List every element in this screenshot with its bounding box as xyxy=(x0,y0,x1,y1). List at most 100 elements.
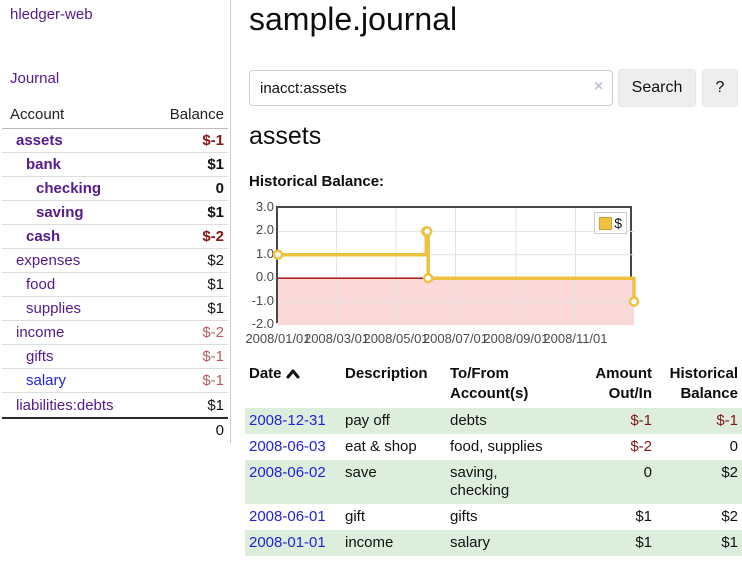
sort-ascending-icon xyxy=(286,365,300,385)
transaction-date-link[interactable]: 2008-06-01 xyxy=(249,508,326,525)
transaction-date-link[interactable]: 2008-06-03 xyxy=(249,438,326,455)
account-balance: $1 xyxy=(207,156,224,173)
accounts-total-value: 0 xyxy=(215,421,224,439)
transaction-description-cell: eat & shop xyxy=(345,438,417,455)
account-balance: $-1 xyxy=(202,132,224,149)
transaction-date-cell: 2008-01-01 xyxy=(245,530,341,556)
transaction-date-cell: 2008-06-01 xyxy=(245,504,341,530)
account-balance: $-1 xyxy=(202,372,224,389)
transaction-date-cell: 2008-06-02 xyxy=(245,460,341,504)
account-link[interactable]: liabilities:debts xyxy=(16,396,114,414)
account-link[interactable]: assets xyxy=(16,132,63,149)
account-row-liabilities-debts: liabilities:debts $1 xyxy=(2,393,228,417)
x-axis-label: 2008/05/01 xyxy=(363,331,429,346)
transaction-amount-cell: 0 xyxy=(643,464,652,481)
transaction-row: 2008-06-01 gift gifts $1 $2 xyxy=(245,504,742,530)
account-row-assets: assets $-1 xyxy=(2,129,228,153)
transaction-amount-cell: $1 xyxy=(635,508,652,525)
x-axis-label: 2008/01/01 xyxy=(245,331,311,346)
x-axis-label: 2008/11/01 xyxy=(543,331,608,346)
account-link[interactable]: income xyxy=(16,324,65,341)
accounts-total-row: 0 xyxy=(2,417,228,441)
accounts-table-header: Account Balance xyxy=(2,103,228,129)
chart-title: Historical Balance: xyxy=(249,173,385,190)
series-swatch-icon xyxy=(599,216,613,230)
account-heading: assets xyxy=(249,122,322,150)
transaction-date-link[interactable]: 2008-12-31 xyxy=(249,412,326,429)
account-link[interactable]: checking xyxy=(36,180,102,197)
transaction-description-cell: save xyxy=(345,464,377,481)
transaction-accounts-cell: gifts xyxy=(450,508,478,525)
account-link[interactable]: expenses xyxy=(16,252,81,269)
transaction-row: 2008-06-03 eat & shop food, supplies $-2 0 xyxy=(245,434,742,460)
balance-column-header: Balance xyxy=(169,106,224,123)
x-axis-label: 2008/07/01 xyxy=(422,331,489,346)
sidebar-item-journal[interactable]: Journal xyxy=(10,70,60,87)
account-link[interactable]: gifts xyxy=(26,348,54,365)
account-link[interactable]: food xyxy=(26,276,56,293)
account-row-food: food $1 xyxy=(2,273,228,297)
account-row-gifts: gifts $-1 xyxy=(2,345,228,369)
account-balance: $2 xyxy=(207,252,224,269)
transaction-balance-cell: $1 xyxy=(721,534,738,551)
account-row-income: income $-2 xyxy=(2,321,228,345)
account-row-saving: saving $1 xyxy=(2,201,228,225)
account-link[interactable]: bank xyxy=(26,156,62,173)
y-axis-label: 2.0 xyxy=(255,222,274,238)
y-axis-label: 1.0 xyxy=(255,245,274,261)
accounts-column-header: To/From Account(s) xyxy=(450,365,529,402)
accounts-rows: assets $-1 bank $1 checking 0 saving $1 cash $-2 e… xyxy=(2,129,228,417)
transaction-row: 2008-01-01 income salary $1 $1 xyxy=(245,530,742,556)
transaction-amount-cell: $-2 xyxy=(630,438,652,455)
account-balance: 0 xyxy=(215,180,224,197)
transaction-date-cell: 2008-12-31 xyxy=(245,408,341,434)
accounts-table: Account Balance assets $-1 bank $1 checking 0… xyxy=(2,103,228,441)
help-button[interactable]: ? xyxy=(702,69,738,107)
legend-label: $ xyxy=(614,215,622,231)
transaction-accounts-cell: debts xyxy=(450,412,487,429)
x-axis-label: 2008/09/01 xyxy=(483,331,549,346)
account-row-checking: checking 0 xyxy=(2,177,228,201)
account-link[interactable]: salary xyxy=(26,372,67,389)
y-axis-label: 0.0 xyxy=(255,269,274,285)
transaction-balance-cell: 0 xyxy=(729,438,738,455)
transaction-amount-cell: $-1 xyxy=(630,412,652,429)
date-column-header[interactable]: Date xyxy=(245,362,341,408)
search-button[interactable]: Search xyxy=(618,69,696,107)
search-input[interactable] xyxy=(249,70,613,106)
transaction-amount-cell: $1 xyxy=(635,534,652,551)
account-link[interactable]: saving xyxy=(36,204,84,221)
account-balance: $1 xyxy=(207,276,224,293)
app-brand-link[interactable]: hledger-web xyxy=(10,6,93,23)
transaction-description-cell: pay off xyxy=(345,412,390,429)
account-row-expenses: expenses $2 xyxy=(2,249,228,273)
account-balance: $-2 xyxy=(202,324,224,341)
transaction-description-cell: income xyxy=(345,534,394,551)
chart-legend: $ xyxy=(594,212,627,234)
register-header-row: Date Description To/From Account(s) Amou… xyxy=(245,362,742,408)
chart-plot-area[interactable]: $ xyxy=(272,206,640,325)
transaction-row: 2008-12-31 pay off debts $-1 $-1 xyxy=(245,408,742,434)
account-row-supplies: supplies $1 xyxy=(2,297,228,321)
account-balance: $1 xyxy=(207,300,224,317)
account-link[interactable]: supplies xyxy=(26,300,82,317)
account-link[interactable]: cash xyxy=(26,228,61,245)
transaction-balance-cell: $2 xyxy=(721,508,738,525)
account-row-salary: salary $-1 xyxy=(2,369,228,393)
account-column-header: Account xyxy=(10,106,65,123)
page-title: sample.journal xyxy=(249,1,458,37)
transaction-date-link[interactable]: 2008-01-01 xyxy=(249,534,326,551)
account-balance: $1 xyxy=(207,396,224,414)
clear-search-icon[interactable]: × xyxy=(594,78,604,95)
amount-column-header: Amount Out/In xyxy=(595,365,652,402)
account-balance: $-1 xyxy=(202,348,224,365)
transaction-accounts-cell: salary xyxy=(450,534,491,551)
x-axis-label: 2008/03/01 xyxy=(303,331,370,346)
transaction-row: 2008-06-02 save saving, checking 0 $2 xyxy=(245,460,742,504)
balance-column-header-register: Historical Balance xyxy=(669,365,738,402)
transaction-date-link[interactable]: 2008-06-02 xyxy=(249,464,326,481)
register-table: Date Description To/From Account(s) Amou… xyxy=(245,362,742,556)
transaction-balance-cell: $2 xyxy=(721,464,738,481)
description-column-header: Description xyxy=(345,365,428,382)
transaction-date-cell: 2008-06-03 xyxy=(245,434,341,460)
